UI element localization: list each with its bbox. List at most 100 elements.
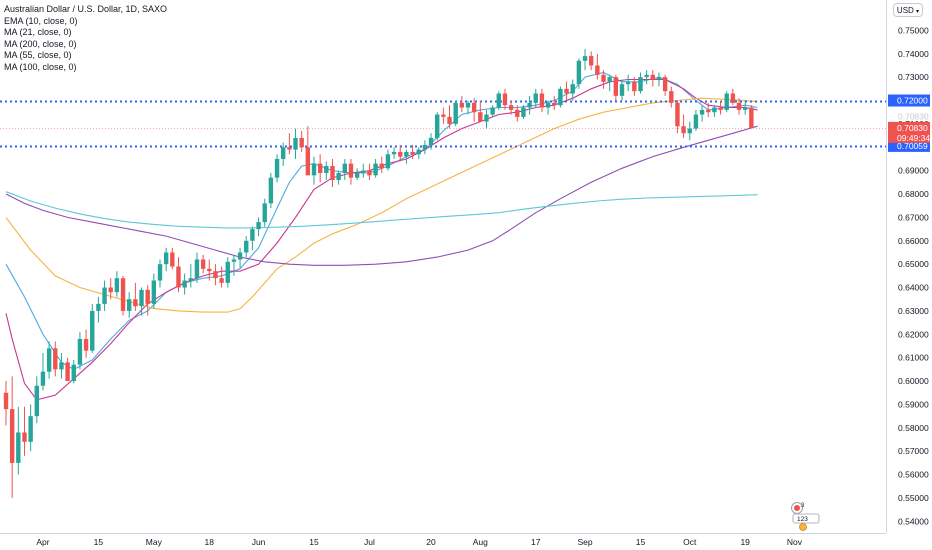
candle-body bbox=[533, 93, 538, 103]
x-tick-label: 15 bbox=[636, 537, 646, 547]
candle-body bbox=[53, 348, 58, 370]
candle-body bbox=[114, 278, 120, 293]
candle-body bbox=[244, 240, 249, 253]
candle-body bbox=[496, 93, 501, 108]
candle-body bbox=[200, 259, 206, 269]
candle-body bbox=[324, 165, 329, 173]
candle-body bbox=[120, 278, 126, 311]
candle-body bbox=[743, 107, 748, 110]
x-tick-label: May bbox=[146, 537, 163, 547]
x-tick-label: 20 bbox=[426, 537, 436, 547]
candle-body bbox=[539, 93, 545, 108]
currency-button[interactable]: USD ▾ bbox=[893, 3, 923, 17]
symbol-title[interactable]: Australian Dollar / U.S. Dollar, 1D, SAX… bbox=[4, 4, 168, 14]
candle-body bbox=[508, 105, 514, 110]
candle-body bbox=[330, 165, 335, 181]
indicator-ma200[interactable]: MA (200, close, 0) bbox=[4, 38, 77, 49]
candle-body bbox=[552, 102, 557, 106]
last-price-badge bbox=[888, 121, 930, 143]
y-tick-label: 0.67000 bbox=[898, 212, 929, 222]
candle-body bbox=[619, 84, 625, 96]
candle-body bbox=[207, 268, 212, 272]
candle-body bbox=[416, 149, 421, 155]
candle-body bbox=[558, 88, 563, 106]
y-tick-label: 0.65000 bbox=[898, 259, 929, 269]
candle-body bbox=[471, 102, 477, 113]
ma-line-2 bbox=[5, 97, 758, 313]
candle-body bbox=[342, 163, 347, 173]
candle-body bbox=[46, 348, 52, 372]
ma-line-1 bbox=[5, 78, 758, 401]
level-price-badge bbox=[888, 139, 930, 152]
candle-body bbox=[625, 81, 631, 85]
y-tick-label: 0.75000 bbox=[898, 25, 929, 35]
candlesticks bbox=[3, 49, 754, 498]
y-tick-label: 0.69000 bbox=[898, 166, 929, 176]
candle-body bbox=[724, 93, 729, 110]
candle-body bbox=[34, 385, 39, 417]
candle-body bbox=[465, 102, 471, 108]
candle-body bbox=[595, 65, 600, 75]
candle-body bbox=[71, 364, 76, 382]
candle-body bbox=[453, 102, 458, 124]
candle-body bbox=[250, 229, 255, 241]
price-axis[interactable]: 0.750000.740000.730000.720000.710000.700… bbox=[898, 25, 929, 526]
x-tick-label: 19 bbox=[740, 537, 750, 547]
candle-body bbox=[693, 114, 699, 129]
event-calendar-icon[interactable] bbox=[792, 513, 820, 524]
candle-body bbox=[354, 172, 360, 178]
candle-body bbox=[589, 56, 594, 66]
x-tick-label: Jul bbox=[364, 537, 375, 547]
y-tick-label: 0.59000 bbox=[898, 399, 929, 409]
candle-body bbox=[256, 222, 261, 230]
candle-body bbox=[194, 259, 200, 279]
candle-body bbox=[428, 137, 434, 145]
candle-body bbox=[336, 172, 341, 181]
candle-body bbox=[65, 362, 70, 382]
candle-body bbox=[28, 416, 33, 442]
candle-body bbox=[170, 252, 175, 267]
candle-body bbox=[287, 147, 292, 150]
candle-body bbox=[441, 114, 446, 117]
indicator-ma100[interactable]: MA (100, close, 0) bbox=[4, 61, 77, 72]
event-dividend-icon[interactable] bbox=[799, 523, 807, 531]
currency-label: USD bbox=[896, 6, 914, 15]
x-tick-label: Aug bbox=[473, 537, 488, 547]
candle-body bbox=[3, 392, 9, 410]
candle-body bbox=[607, 77, 612, 82]
candle-body bbox=[687, 128, 692, 134]
x-tick-label: Sep bbox=[577, 537, 592, 547]
candle-body bbox=[317, 163, 323, 173]
event-flag-icon bbox=[794, 505, 800, 511]
y-tick-label: 0.56000 bbox=[898, 470, 929, 480]
y-tick-label: 0.54000 bbox=[898, 516, 929, 526]
y-tick-label: 0.57000 bbox=[898, 446, 929, 456]
candle-body bbox=[367, 170, 372, 176]
time-axis[interactable]: Apr 15 May 18 Jun 15 Jul 20 Aug 17 Sep 15 Oct 19 Nov bbox=[36, 537, 802, 547]
candle-body bbox=[576, 60, 582, 85]
x-tick-label: 15 bbox=[94, 537, 104, 547]
candle-body bbox=[502, 93, 508, 106]
candle-body bbox=[77, 338, 83, 365]
candle-body bbox=[83, 338, 89, 351]
x-tick-label: Oct bbox=[683, 537, 697, 547]
last-price-value: 0.70830 bbox=[897, 123, 928, 133]
candle-body bbox=[422, 144, 428, 150]
candle-body bbox=[133, 299, 138, 307]
indicator-ma55[interactable]: MA (55, close, 0) bbox=[4, 50, 72, 60]
indicator-ema10[interactable]: EMA (10, close, 0) bbox=[4, 15, 78, 26]
indicator-ma21[interactable]: MA (21, close, 0) bbox=[4, 27, 72, 37]
event-markers[interactable]: 3 123 bbox=[791, 502, 820, 531]
y-tick-label: 0.61000 bbox=[898, 353, 929, 363]
candle-body bbox=[188, 278, 193, 281]
candle-body bbox=[435, 114, 440, 138]
candle-body bbox=[127, 299, 132, 311]
candle-body bbox=[311, 163, 317, 176]
y-tick-label: 0.58000 bbox=[898, 423, 929, 433]
chart-legend: Australian Dollar / U.S. Dollar, 1D, SAX… bbox=[4, 4, 167, 73]
horizontal-levels: 0.70830 bbox=[0, 100, 929, 148]
candle-body bbox=[379, 163, 384, 169]
candle-body bbox=[22, 432, 27, 442]
candle-body bbox=[527, 102, 532, 108]
